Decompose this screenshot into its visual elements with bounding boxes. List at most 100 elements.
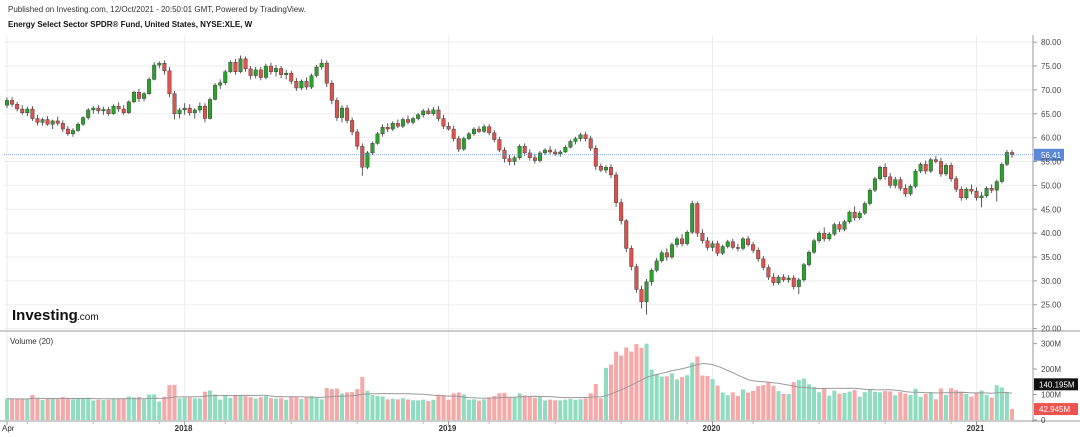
volume-bar <box>933 399 938 420</box>
candle-body <box>974 190 979 199</box>
candle-body <box>482 126 487 132</box>
candle-body <box>1004 152 1009 165</box>
price-tick-label: 55.00 <box>1041 158 1062 167</box>
candle-body <box>299 81 304 89</box>
volume-bar <box>776 391 781 420</box>
candle-body <box>5 100 9 106</box>
candle-body <box>578 134 583 139</box>
candle-body <box>659 252 664 262</box>
candle-body <box>177 109 182 114</box>
candle-body <box>761 258 766 268</box>
candle-body <box>903 188 908 195</box>
candle-body <box>426 110 431 114</box>
candle-body <box>502 149 507 159</box>
volume-bar <box>888 391 893 420</box>
candle-body <box>45 119 50 125</box>
candle-body <box>583 134 588 139</box>
candle-body <box>786 277 791 281</box>
volume-bar <box>86 397 91 420</box>
volume-bar <box>441 394 446 420</box>
volume-bar <box>482 399 487 420</box>
volume-bar <box>355 389 360 420</box>
time-axis-label: 2018 <box>175 424 193 433</box>
volume-bar <box>101 400 106 420</box>
candle-body <box>669 244 674 258</box>
volume-bar <box>248 397 253 420</box>
candle-body <box>558 151 563 155</box>
volume-bar <box>654 373 659 420</box>
volume-bar <box>685 375 690 420</box>
time-axis-label: Apr <box>2 424 15 433</box>
volume-bar <box>796 380 801 420</box>
volume-bar <box>527 396 532 420</box>
volume-bar <box>568 399 573 420</box>
candle-body <box>675 238 679 245</box>
candle-body <box>609 167 613 176</box>
volume-bar <box>512 397 517 420</box>
volume-bar <box>695 356 700 420</box>
volume-bar <box>147 394 152 420</box>
volume-tick-label: 0 <box>1041 416 1046 425</box>
candle-body <box>274 68 278 72</box>
volume-bar <box>451 393 456 420</box>
volume-bar <box>228 397 233 420</box>
volume-bar <box>131 397 136 420</box>
volume-bar <box>857 396 862 420</box>
candle-body <box>309 75 314 88</box>
volume-bar <box>878 392 883 420</box>
time-axis: Apr 2018 2019 2020 2021 <box>2 421 985 433</box>
candle-body <box>324 62 329 84</box>
last-volume-label: 42.945M <box>1039 405 1070 414</box>
candle-body <box>949 165 954 179</box>
candle-body <box>304 81 309 88</box>
volume-bar <box>852 390 857 420</box>
volume-bar <box>395 399 400 420</box>
candle-body <box>883 167 888 177</box>
candle-body <box>568 141 573 148</box>
volume-bar <box>908 394 913 420</box>
time-axis-label: 2021 <box>966 424 984 433</box>
candle-body <box>182 107 187 111</box>
volume-bar <box>289 397 294 420</box>
candle-body <box>116 105 121 110</box>
volume-bar <box>446 399 451 420</box>
candle-body <box>999 164 1004 182</box>
volume-bar <box>669 373 674 420</box>
time-axis-label: 2020 <box>703 424 721 433</box>
candle-body <box>817 232 822 241</box>
volume-bar <box>680 377 685 420</box>
volume-bar <box>50 398 55 420</box>
volume-bar <box>543 400 548 420</box>
volume-bar <box>1004 392 1009 420</box>
candle-body <box>284 72 289 75</box>
candle-body <box>893 179 898 186</box>
volume-bar <box>10 399 15 420</box>
volume-bar <box>867 389 872 420</box>
volume-bar <box>928 392 933 420</box>
volume-bar <box>872 391 877 420</box>
volume-bar <box>350 392 355 420</box>
volume-bar <box>487 397 492 420</box>
volume-bar <box>385 399 390 420</box>
volume-bar <box>644 343 649 420</box>
volume-bar <box>659 376 664 420</box>
candle-body <box>329 83 334 101</box>
candle-body <box>30 108 35 119</box>
candle-body <box>563 146 568 153</box>
volume-bar <box>847 391 852 420</box>
candle-body <box>527 152 532 158</box>
candle-body <box>441 118 446 127</box>
candle-body <box>898 179 903 189</box>
volume-bar <box>167 385 172 420</box>
candle-body <box>421 110 426 115</box>
volume-bar <box>537 396 542 420</box>
candle-body <box>340 107 344 118</box>
volume-bar <box>60 397 65 420</box>
volume-bar <box>614 351 619 420</box>
volume-bar <box>598 398 603 420</box>
volume-bar <box>152 394 157 420</box>
candle-body <box>796 279 801 287</box>
volume-bar <box>502 392 507 420</box>
